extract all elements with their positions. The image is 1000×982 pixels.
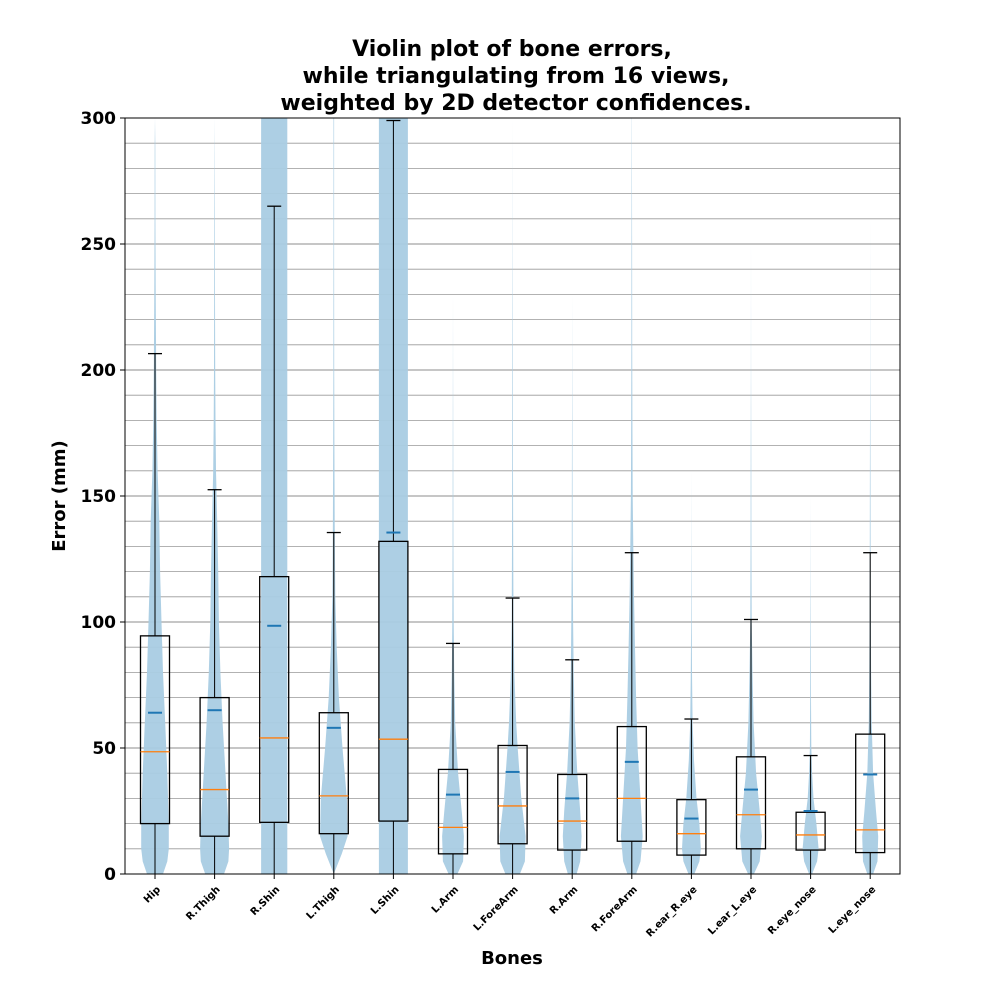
iqr-box	[855, 733, 886, 854]
x-tick-label: L.ear_L.eye	[706, 884, 759, 937]
iqr-box	[139, 635, 171, 825]
y-tick-label: 150	[81, 487, 117, 507]
violin-r-eye-nose	[802, 496, 819, 874]
chart-title-line-2: while triangulating from 16 views,	[303, 64, 730, 89]
violin-l-ear-l-eye	[740, 244, 762, 874]
chart-title-line-1: Violin plot of bone errors,	[352, 37, 672, 62]
x-tick-label: Hip	[142, 884, 163, 905]
y-tick-label: 250	[81, 235, 117, 255]
violin-l-eye-nose	[862, 218, 879, 875]
violin-l-forearm	[499, 118, 526, 874]
violin-l-thigh	[320, 118, 348, 874]
x-tick-label: R.eye_nose	[766, 884, 819, 937]
violin-r-ear-r-eye	[682, 470, 701, 874]
iqr-box	[318, 712, 349, 835]
x-tick-label: L.Shin	[369, 884, 402, 917]
iqr-box	[259, 575, 290, 823]
y-tick-label: 50	[92, 739, 116, 759]
iqr-box	[616, 725, 647, 842]
iqr-box	[676, 799, 707, 856]
iqr-box	[735, 756, 767, 850]
x-tick-label: R.Thigh	[184, 884, 222, 922]
x-axis-label: Bones	[481, 948, 543, 969]
x-tick-label: R.Arm	[548, 884, 580, 916]
x-tick-label: R.Shin	[249, 884, 283, 918]
iqr-box	[437, 768, 469, 855]
chart-title-line-3: weighted by 2D detector confidences.	[280, 91, 751, 116]
y-axis-label: Error (mm)	[49, 440, 70, 552]
x-tick-label: R.ForeArm	[590, 884, 640, 934]
iqr-box	[199, 696, 230, 837]
violin-l-arm	[442, 294, 464, 874]
iqr-box	[497, 744, 528, 845]
x-tick-label: L.Arm	[430, 884, 461, 915]
y-axis-ticks: 0 50 100 150 200 250 300	[81, 109, 125, 885]
iqr-box	[557, 773, 588, 851]
x-tick-label: L.ForeArm	[472, 884, 521, 933]
x-tick-label: L.Thigh	[305, 884, 342, 921]
y-tick-label: 300	[81, 109, 117, 129]
x-tick-label: R.ear_R.eye	[644, 884, 699, 939]
violin-r-forearm	[620, 118, 643, 874]
y-tick-label: 200	[81, 361, 117, 381]
y-tick-label: 100	[81, 613, 117, 633]
x-tick-label: L.eye_nose	[827, 884, 879, 936]
y-tick-label: 0	[104, 865, 116, 885]
violin-r-arm	[562, 294, 582, 874]
x-axis-ticks: Hip R.Thigh R.Shin L.Thigh L.Shin L.Arm L.Fore…	[142, 874, 879, 939]
iqr-box	[795, 811, 826, 851]
box-plots	[139, 119, 886, 874]
iqr-box	[378, 540, 409, 822]
